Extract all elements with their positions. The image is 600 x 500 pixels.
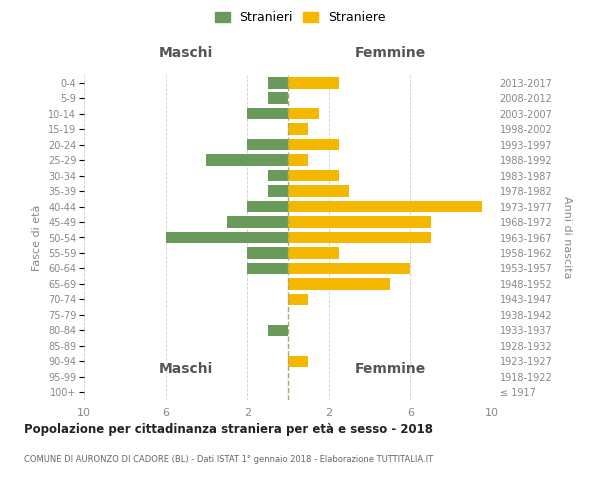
Bar [288, 77, 339, 88]
Bar [288, 232, 431, 243]
Bar [288, 294, 308, 305]
Bar [268, 170, 288, 181]
Bar [288, 356, 308, 367]
Bar [288, 139, 339, 150]
Bar [288, 200, 482, 212]
Y-axis label: Fasce di età: Fasce di età [32, 204, 43, 270]
Text: Maschi: Maschi [159, 46, 213, 60]
Bar [268, 186, 288, 197]
Legend: Stranieri, Straniere: Stranieri, Straniere [212, 8, 388, 26]
Bar [288, 262, 410, 274]
Text: COMUNE DI AURONZO DI CADORE (BL) - Dati ISTAT 1° gennaio 2018 - Elaborazione TUT: COMUNE DI AURONZO DI CADORE (BL) - Dati … [24, 455, 433, 464]
Y-axis label: Anni di nascita: Anni di nascita [562, 196, 572, 279]
Text: Femmine: Femmine [355, 46, 425, 60]
Bar [268, 324, 288, 336]
Bar [227, 216, 288, 228]
Bar [268, 92, 288, 104]
Bar [247, 262, 288, 274]
Bar [288, 154, 308, 166]
Bar [247, 139, 288, 150]
Bar [288, 124, 308, 135]
Bar [288, 108, 319, 120]
Bar [166, 232, 288, 243]
Bar [288, 186, 349, 197]
Bar [288, 170, 339, 181]
Bar [247, 200, 288, 212]
Bar [268, 77, 288, 88]
Text: Popolazione per cittadinanza straniera per età e sesso - 2018: Popolazione per cittadinanza straniera p… [24, 422, 433, 436]
Text: Femmine: Femmine [355, 362, 425, 376]
Bar [288, 278, 390, 289]
Text: Maschi: Maschi [159, 362, 213, 376]
Bar [288, 247, 339, 259]
Bar [206, 154, 288, 166]
Bar [288, 216, 431, 228]
Bar [247, 108, 288, 120]
Bar [247, 247, 288, 259]
